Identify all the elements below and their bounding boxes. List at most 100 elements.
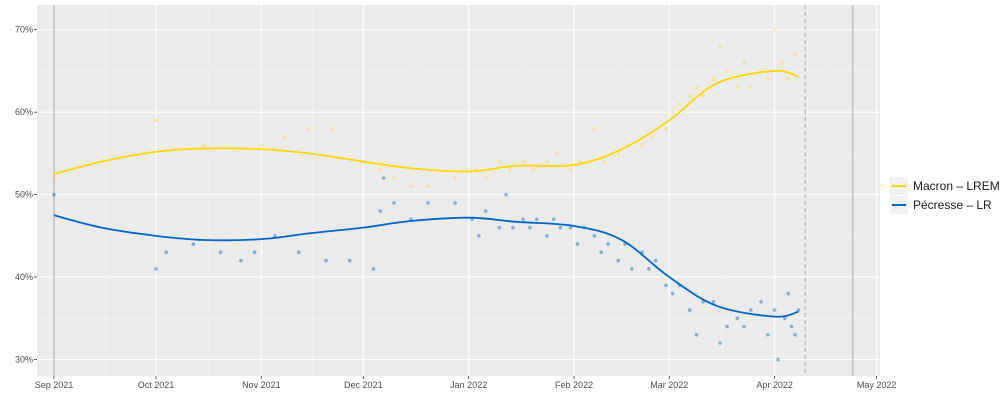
macron-poll-point (52, 176, 56, 180)
macron-poll-point (670, 110, 675, 114)
pecresse-poll-point (568, 225, 573, 230)
pecresse-poll-point (793, 332, 797, 337)
macron-poll-point (725, 69, 729, 73)
macron-poll-point (772, 27, 777, 32)
macron-poll-point (409, 184, 413, 189)
pecresse-poll-point (776, 357, 780, 362)
macron-poll-point (742, 60, 746, 65)
pecresse-poll-point (616, 258, 621, 263)
pecresse-poll-point (630, 267, 634, 271)
macron-poll-point (664, 126, 668, 131)
pecresse-poll-point (239, 258, 243, 263)
pecresse-poll-point (534, 217, 539, 222)
x-tick-label: Apr 2022 (756, 380, 793, 390)
pecresse-poll-point (371, 267, 376, 271)
macron-poll-point (786, 77, 791, 81)
pecresse-poll-point (749, 308, 753, 312)
macron-poll-point (650, 135, 655, 139)
pecresse-poll-point (711, 300, 716, 304)
x-tick-label: Oct 2021 (138, 380, 175, 390)
x-tick-label: Jan 2022 (450, 380, 487, 390)
pecresse-poll-point (528, 225, 532, 230)
pecresse-poll-point (796, 308, 801, 312)
pecresse-poll-point (347, 258, 352, 263)
macron-poll-point (602, 159, 607, 164)
pecresse-poll-point (551, 217, 556, 222)
macron-poll-point (259, 143, 264, 147)
y-tick-label: 60% (15, 107, 33, 117)
pecresse-poll-point (545, 234, 549, 238)
pecresse-poll-point (647, 267, 651, 271)
reference-lines (53, 5, 854, 376)
macron-poll-point (749, 85, 753, 90)
pecresse-poll-point (687, 308, 692, 312)
macron-poll-point (545, 159, 549, 164)
pecresse-poll-point (504, 192, 508, 197)
pecresse-poll-point (52, 192, 56, 197)
macron-poll-point (453, 176, 457, 180)
macron-poll-point (640, 143, 644, 147)
pecresse-poll-point (521, 217, 525, 222)
x-tick-label: Sep 2021 (35, 380, 74, 390)
x-axis: Sep 2021 Oct 2021 Nov 2021 Dec 2021 Jan 2022… (35, 376, 897, 390)
macron-poll-point (701, 93, 706, 98)
macron-poll-point (694, 85, 699, 90)
macron-poll-point (307, 126, 311, 131)
macron-poll-point (793, 52, 797, 57)
x-tick-label: Feb 2022 (555, 380, 593, 390)
pecresse-poll-point (252, 250, 257, 255)
pecresse-poll-point (653, 258, 658, 263)
pecresse-poll-point (783, 316, 787, 321)
pecresse-poll-point (453, 201, 457, 205)
x-tick-label: Mar 2022 (650, 380, 688, 390)
pecresse-poll-point (378, 209, 383, 213)
macron-poll-point (579, 159, 583, 164)
y-tick-label: 70% (15, 25, 33, 35)
macron-poll-point (283, 135, 287, 139)
macron-poll-point (568, 168, 573, 172)
macron-poll-point (521, 159, 525, 164)
pecresse-poll-point (392, 201, 396, 205)
macron-poll-point (687, 93, 692, 98)
macron-poll-point (507, 168, 512, 172)
macron-poll-point (497, 159, 502, 164)
pecresse-poll-point (483, 209, 488, 213)
pecresse-poll-point (670, 291, 675, 296)
macron-poll-point (677, 102, 682, 106)
macron-poll-point (592, 126, 597, 131)
macron-poll-point (735, 85, 740, 90)
macron-poll-point (154, 118, 158, 123)
macron-trend-line (53, 69, 799, 175)
legend-label-macron: Macron – LREM (913, 179, 1000, 193)
pecresse-poll-point (725, 324, 729, 329)
y-tick-label: 50% (15, 190, 33, 200)
pecresse-poll-point (575, 242, 580, 246)
pecresse-poll-point (426, 201, 430, 205)
macron-poll-point (330, 126, 335, 131)
pecresse-poll-point (772, 308, 777, 312)
pecresse-poll-point (511, 225, 515, 230)
macron-poll-point (392, 176, 396, 180)
pecresse-poll-point (664, 283, 668, 288)
y-axis: 30% 40% 50% 60% 70% (15, 25, 37, 365)
legend-label-pecresse: Pécresse – LR (913, 198, 992, 212)
pecresse-poll-point (497, 225, 502, 230)
plot-background (37, 5, 880, 376)
pecresse-trend-line (53, 214, 799, 318)
pecresse-poll-point (191, 242, 196, 246)
pecresse-poll-point (154, 267, 158, 271)
pecresse-poll-point (477, 234, 481, 238)
x-tick-label: May 2022 (857, 380, 897, 390)
trend-lines (53, 69, 799, 318)
macron-poll-point (779, 60, 784, 65)
legend: Macron – LREM Pécresse – LR (890, 177, 1000, 214)
macron-poll-point (426, 184, 430, 189)
macron-poll-point (766, 77, 770, 81)
pecresse-poll-point (218, 250, 223, 255)
macron-poll-point (378, 168, 383, 172)
x-tick-label: Dec 2021 (344, 380, 383, 390)
macron-poll-point (483, 176, 488, 180)
pecresse-poll-point (296, 250, 301, 255)
pecresse-poll-point (558, 225, 563, 230)
